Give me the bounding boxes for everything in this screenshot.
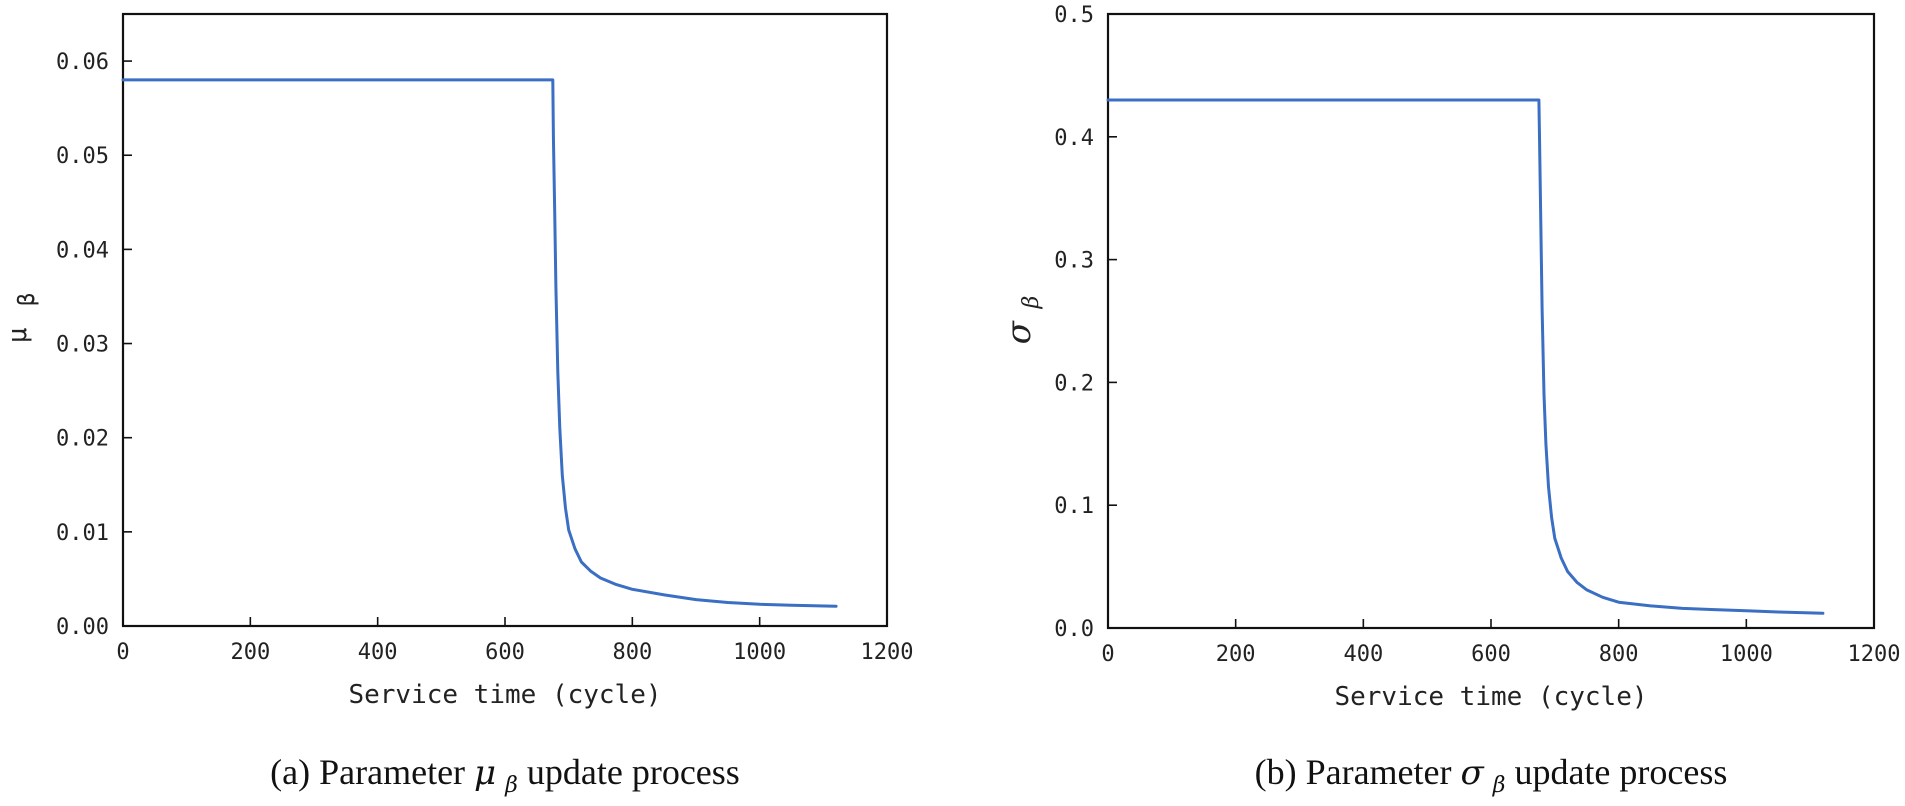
x-tick-label-b: 400 xyxy=(1343,642,1383,667)
caption-b-subscript: β xyxy=(1492,773,1506,798)
y-axis-subscript-b: β xyxy=(1019,296,1044,310)
y-tick-label-b: 0.3 xyxy=(1054,249,1094,274)
y-tick-label-b: 0.1 xyxy=(1054,494,1094,519)
y-tick-label-b: 0.2 xyxy=(1054,371,1094,396)
y-tick-label-a: 0.03 xyxy=(56,333,109,358)
y-tick-label-a: 0.06 xyxy=(56,50,109,75)
x-axis-a: 0 200 400 600 800 1000 1200 xyxy=(116,617,913,665)
y-tick-label-a: 0.04 xyxy=(56,238,109,263)
y-axis-subscript-a: β xyxy=(15,293,40,306)
plot-frame-a xyxy=(121,12,889,628)
x-tick-label-a: 1000 xyxy=(733,640,786,665)
data-series-a xyxy=(121,78,838,608)
caption-b-symbol: σ xyxy=(1461,753,1485,793)
caption-a-prefix: (a) Parameter xyxy=(270,752,474,792)
chart-panel-a: 0 200 400 600 800 1000 1200 0.000.010.020.030.… xyxy=(3,12,913,800)
y-tick-label-b: 0.0 xyxy=(1054,617,1094,642)
caption-b-prefix: (b) Parameter xyxy=(1255,752,1461,792)
caption-a-suffix: update process xyxy=(527,752,740,792)
x-tick-label-a: 400 xyxy=(358,640,398,665)
y-tick-label-a: 0.00 xyxy=(56,615,109,640)
y-tick-label-b: 0.4 xyxy=(1054,126,1094,151)
x-axis-b: 0 200 400 600 800 1000 1200 xyxy=(1101,619,1900,667)
y-tick-label-a: 0.01 xyxy=(56,521,109,546)
x-tick-label-b: 1000 xyxy=(1720,642,1773,667)
y-axis-symbol-a: μ xyxy=(3,328,33,344)
x-tick-label-a: 600 xyxy=(485,640,525,665)
x-axis-title-b: Service time (cycle) xyxy=(1334,682,1647,712)
y-axis-symbol-b: σ xyxy=(999,320,1039,344)
caption-b: (b) Parameter σ β update process xyxy=(1255,752,1728,800)
plot-frame-b xyxy=(1106,12,1876,630)
x-tick-label-b: 200 xyxy=(1216,642,1256,667)
caption-b-suffix: update process xyxy=(1514,752,1727,792)
x-tick-label-a: 1200 xyxy=(861,640,914,665)
y-axis-title-b: σ β xyxy=(999,296,1044,345)
caption-a-subscript: β xyxy=(504,773,518,798)
series-line-a-mu_beta xyxy=(121,78,838,608)
y-axis-title-a: μ β xyxy=(3,293,40,344)
y-axis-a: 0.00 0.01 0.02 0.03 0.04 0.05 0.06 xyxy=(56,50,132,640)
x-tick-label-b: 1200 xyxy=(1848,642,1901,667)
y-tick-label-b: 0.5 xyxy=(1054,3,1094,28)
x-axis-title-a: Service time (cycle) xyxy=(348,680,661,710)
y-tick-label-a: 0.02 xyxy=(56,427,109,452)
chart-panel-b: 0 200 400 600 800 1000 1200 0.0 0.1 0.2 0.3 0.4 0.5… xyxy=(999,3,1900,800)
caption-a-symbol: μ xyxy=(474,753,496,793)
x-tick-label-b: 0 xyxy=(1101,642,1114,667)
x-tick-label-b: 800 xyxy=(1599,642,1639,667)
series-line-b-sigma_beta xyxy=(1106,98,1825,615)
y-tick-label-a: 0.05 xyxy=(56,144,109,169)
x-tick-label-b: 600 xyxy=(1471,642,1511,667)
x-tick-label-a: 800 xyxy=(612,640,652,665)
data-series-b xyxy=(1106,98,1825,615)
x-tick-label-a: 0 xyxy=(116,640,129,665)
caption-a: (a) Parameter μ β update process xyxy=(270,752,740,800)
x-tick-label-a: 200 xyxy=(230,640,270,665)
y-axis-b: 0.0 0.1 0.2 0.3 0.4 0.5 xyxy=(1054,3,1117,642)
